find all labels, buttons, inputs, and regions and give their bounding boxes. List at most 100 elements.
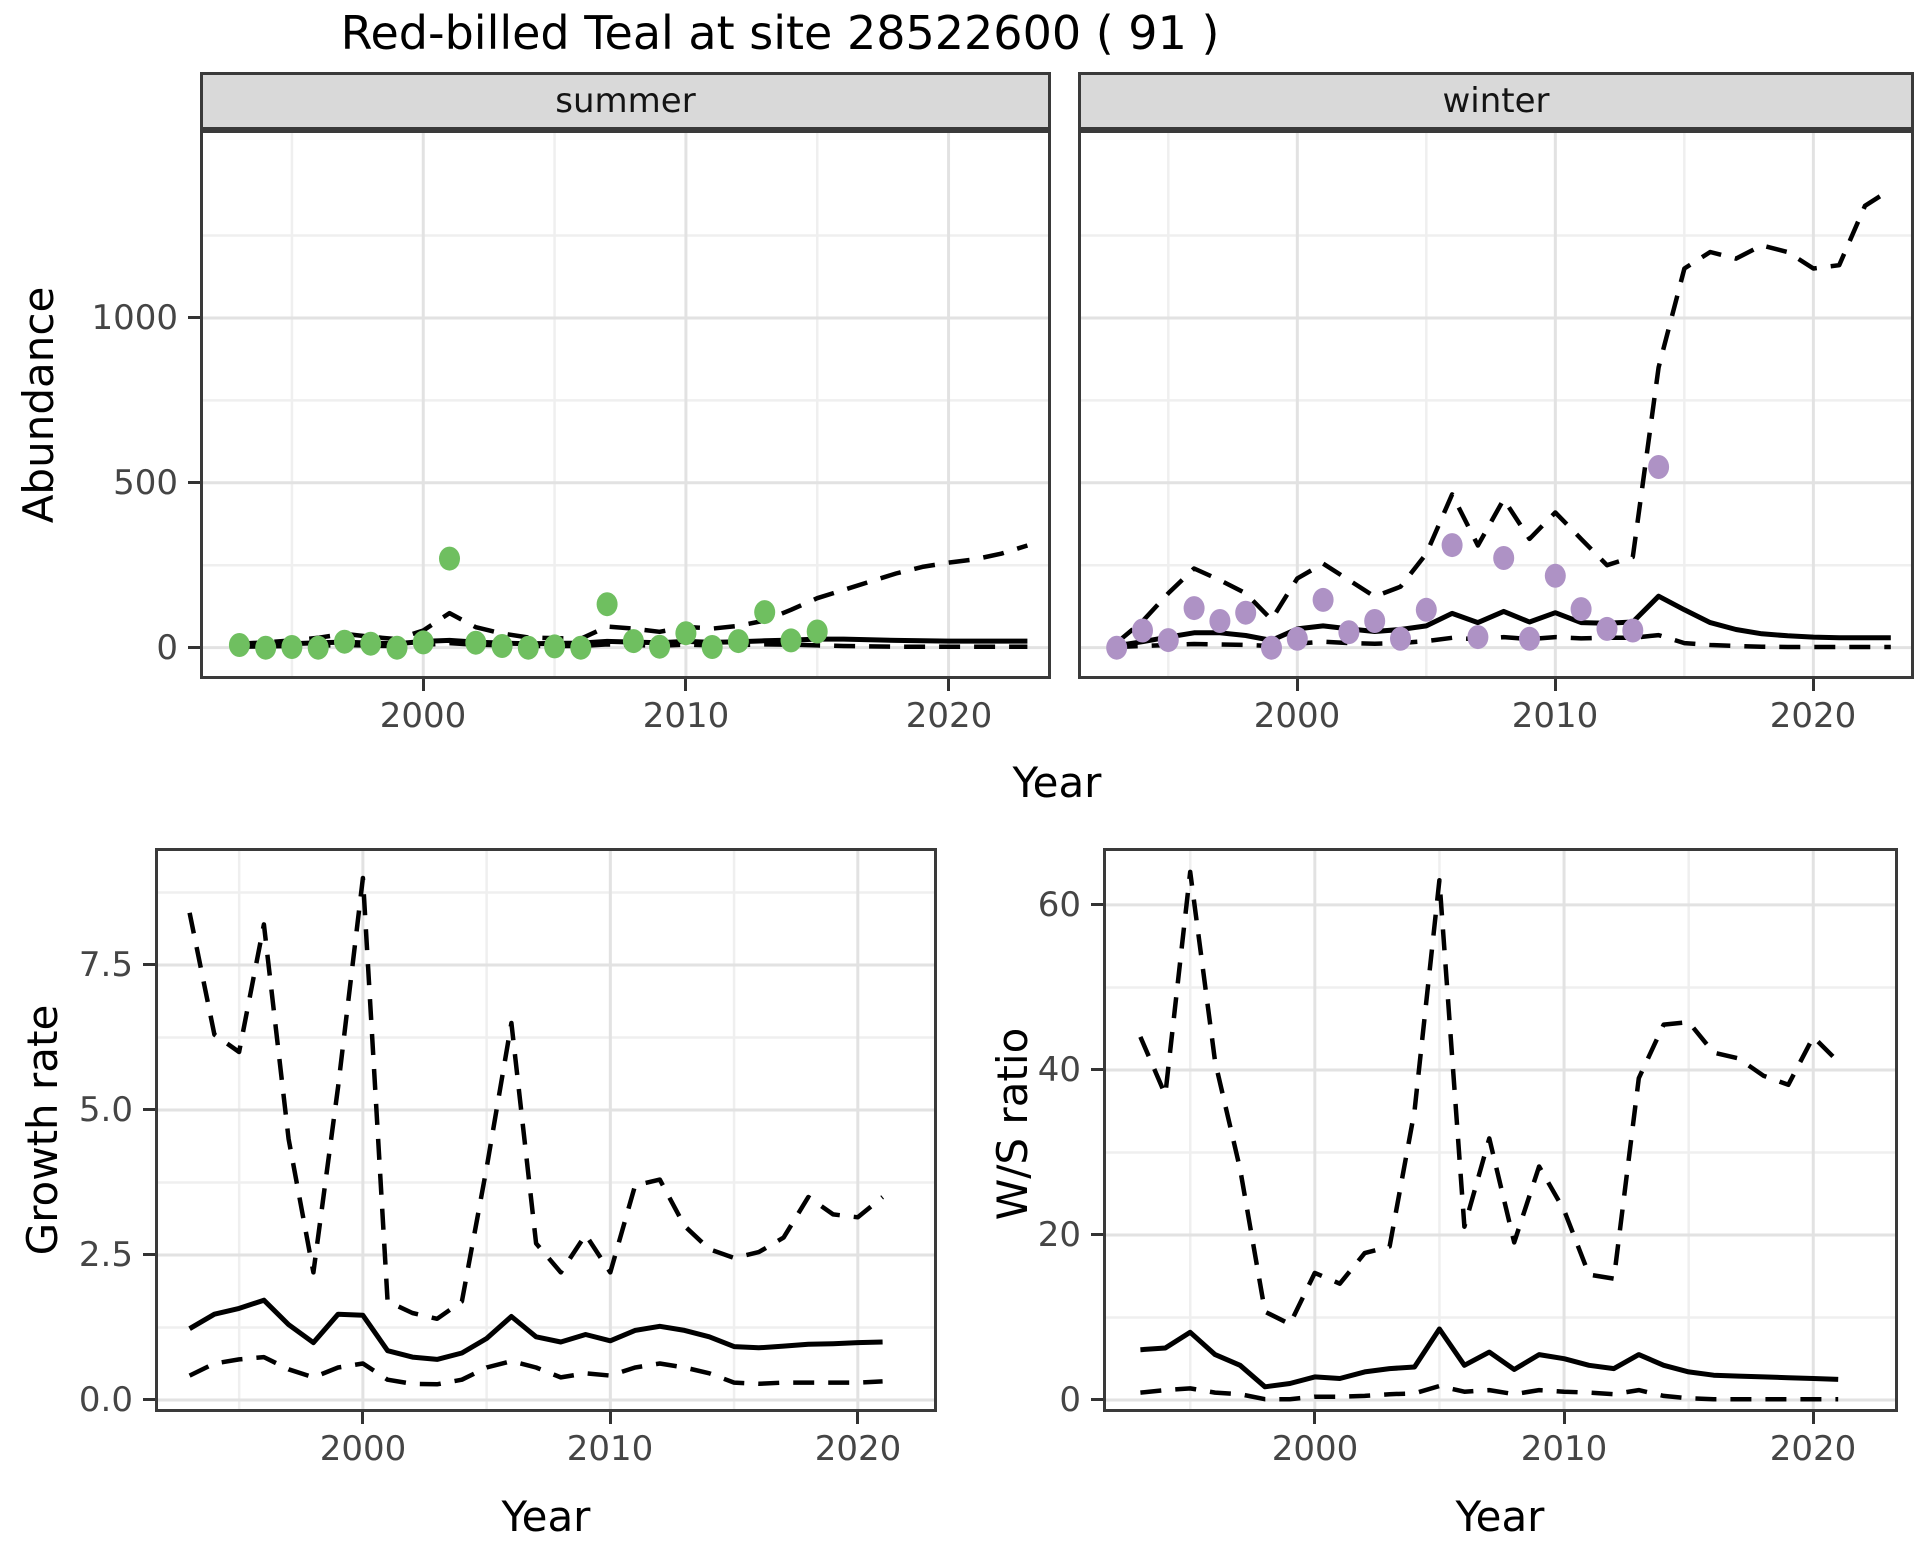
obs-point [1209,609,1231,633]
x-tick-label: 2020 [1769,696,1857,736]
obs-point [622,629,644,654]
y-tick-label: 500 [113,463,178,503]
obs-point [228,633,250,657]
obs-point [1467,625,1489,650]
obs-point [1493,546,1515,570]
ci-line [1116,632,1891,650]
x-tick-label: 2000 [1271,1429,1359,1469]
panel-border [155,848,937,1412]
x-tick-label: 2000 [1253,696,1341,736]
x-axis-title-bottom-right: Year [1455,1491,1545,1541]
x-axis-tick [1313,1412,1316,1424]
obs-point [649,634,671,659]
obs-point [1415,597,1437,622]
y-axis-tick [188,481,200,484]
obs-point [544,634,566,659]
summer-abundance-panel [200,130,1051,679]
facet-strip-winter-label: winter [1442,81,1550,121]
y-axis-tick [1091,1068,1103,1071]
obs-point [1183,596,1205,621]
y-axis-tick [1091,1233,1103,1236]
obs-point [1261,635,1282,660]
x-tick-label: 2010 [1520,1429,1608,1469]
facet-strip-winter: winter [1078,72,1914,130]
x-axis-tick [856,1412,859,1424]
growth-rate-panel [155,848,937,1412]
obs-point [360,631,382,656]
obs-point [1622,618,1644,643]
y-tick-label: 0 [156,628,178,668]
x-tick-label: 2010 [566,1429,654,1469]
panel-border [1078,130,1914,679]
panel-border [200,130,1051,679]
obs-point [727,629,749,654]
x-axis-tick [1812,679,1815,691]
y-axis-tick [143,963,155,966]
y-tick-label: 40 [1037,1050,1081,1090]
obs-point [1312,587,1334,612]
y-axis-tick [143,1253,155,1256]
winter-abundance-panel [1078,130,1914,679]
y-tick-label: 0.0 [78,1380,133,1420]
x-tick-label: 2000 [379,696,467,736]
obs-point [465,630,487,655]
obs-point [1390,626,1411,651]
ws-ratio-panel [1103,848,1898,1412]
obs-point [754,600,776,625]
obs-point [439,546,460,571]
obs-point [1132,618,1153,643]
obs-point [1519,626,1540,651]
x-axis-tick [947,679,950,691]
obs-point [334,629,355,654]
obs-point [1364,609,1386,633]
y-axis-title-ws-ratio: W/S ratio [987,1027,1037,1221]
x-tick-label: 2020 [814,1429,902,1469]
y-axis-tick [188,646,200,649]
panel-border [1103,848,1898,1412]
obs-point [1648,455,1670,479]
obs-point [780,628,802,653]
y-tick-label: 2.5 [78,1235,133,1275]
y-tick-label: 1000 [91,298,178,338]
obs-point [255,635,277,660]
y-axis-tick [188,316,200,319]
x-axis-tick [422,679,425,691]
obs-point [517,635,539,660]
y-axis-title-abundance: Abundance [13,286,63,524]
x-axis-title-top: Year [1012,757,1102,807]
facet-strip-summer-label: summer [555,81,696,121]
ci-line [187,875,885,1322]
obs-point [412,630,434,655]
y-axis-tick [143,1108,155,1111]
obs-point [1338,620,1360,645]
y-tick-label: 60 [1037,885,1081,925]
obs-point [1157,628,1179,653]
ci-line [239,543,1029,646]
obs-point [1286,626,1308,651]
x-axis-tick [361,1412,364,1424]
fit-line [188,1297,883,1362]
fit-line [1140,1326,1839,1390]
facet-strip-summer: summer [200,72,1051,130]
obs-point [307,635,329,660]
x-tick-label: 2000 [319,1429,407,1469]
obs-point [596,592,618,617]
y-tick-label: 20 [1037,1215,1081,1255]
obs-point [1106,635,1128,660]
x-axis-tick [609,1412,612,1424]
ci-line [1140,1383,1839,1402]
x-tick-label: 2020 [1769,1429,1857,1469]
x-axis-tick [1563,1412,1566,1424]
x-axis-tick [1296,679,1299,691]
obs-point [701,635,723,659]
y-tick-label: 0 [1059,1380,1081,1420]
obs-point [675,621,697,646]
obs-point [1596,616,1618,641]
ci-line [188,1354,883,1387]
x-tick-label: 2020 [905,696,993,736]
obs-point [1544,563,1566,588]
obs-point [386,635,408,660]
x-tick-label: 2010 [1511,696,1599,736]
y-axis-tick [1091,1398,1103,1401]
